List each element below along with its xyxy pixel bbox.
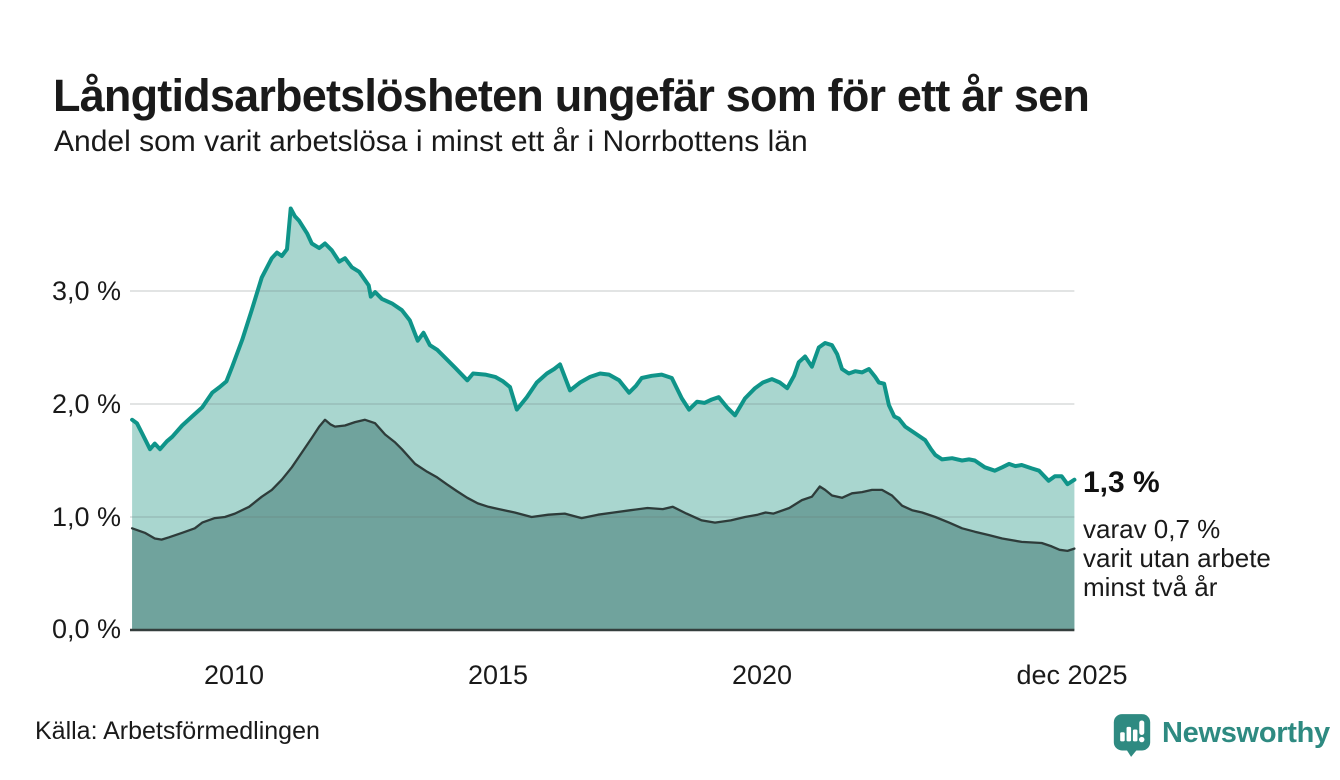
y-tick-3: 3,0 %: [51, 276, 121, 306]
x-tick-2020: 2020: [731, 660, 793, 690]
end-value-sublabel-line1: varav 0,7 %: [1083, 514, 1221, 544]
x-tick-2010: 2010: [203, 660, 265, 690]
end-value-sublabel-line3: minst två år: [1083, 572, 1218, 602]
x-tick-dec-2025: dec 2025: [1016, 660, 1128, 690]
area-min-two-years: [132, 419, 1075, 630]
newsworthy-logo-icon: [1113, 714, 1151, 757]
line-min-one-year: [130, 206, 1077, 487]
source-caption: Källa: Arbetsförmedlingen: [35, 717, 320, 745]
y-tick-0: 0,0 %: [51, 614, 121, 644]
page-title: Långtidsarbetslösheten ungefär som för e…: [53, 70, 1090, 122]
y-tick-1: 1,0 %: [51, 502, 121, 532]
end-value-label: 1,3 %: [1083, 466, 1160, 499]
newsworthy-logo-text: Newsworthy: [1162, 717, 1330, 749]
chart-subtitle: Andel som varit arbetslösa i minst ett å…: [54, 125, 808, 158]
end-value-sublabel-line2: varit utan arbete: [1083, 543, 1271, 573]
area-min-one-year: [132, 208, 1075, 630]
x-tick-2015: 2015: [467, 660, 529, 690]
newsworthy-logo: Newsworthy: [1112, 712, 1330, 758]
y-tick-2: 2,0 %: [51, 389, 121, 419]
gridlines: [130, 290, 1075, 518]
line-min-two-years: [130, 418, 1076, 553]
end-value-sublabel: varav 0,7 % varit utan arbete minst två …: [1083, 515, 1271, 602]
